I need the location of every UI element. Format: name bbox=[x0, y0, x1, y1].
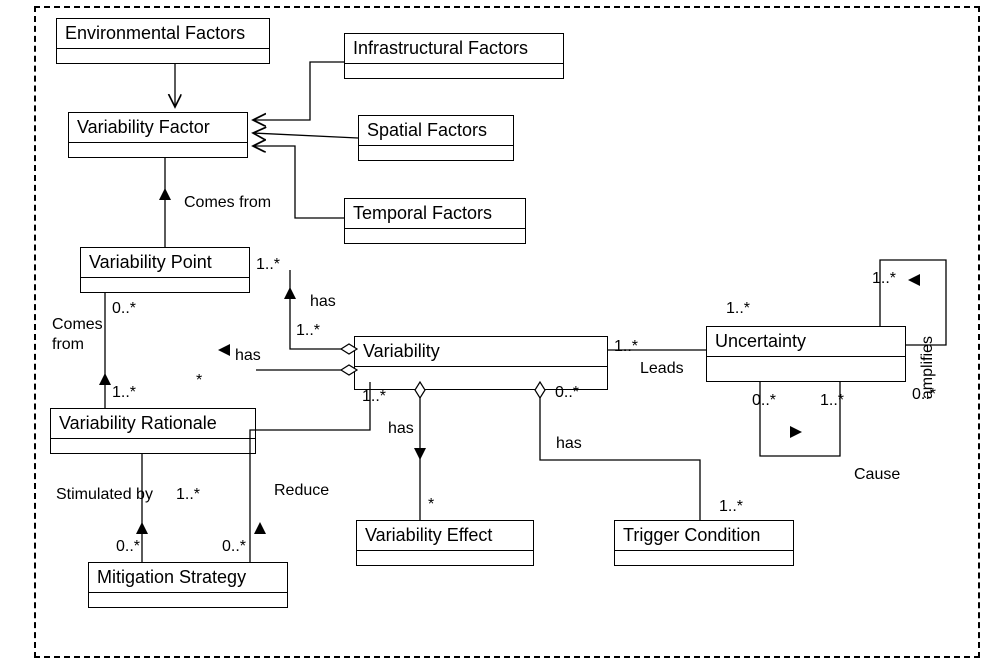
label-reduce: Reduce bbox=[274, 482, 329, 500]
multiplicity: 1..* bbox=[726, 300, 750, 318]
multiplicity: 0..* bbox=[116, 538, 140, 556]
label-stimulated-by: Stimulated by bbox=[56, 486, 153, 504]
class-name-label: Spatial Factors bbox=[359, 116, 513, 146]
class-body bbox=[51, 439, 255, 453]
class-name-label: Trigger Condition bbox=[615, 521, 793, 551]
class-name-label: Infrastructural Factors bbox=[345, 34, 563, 64]
class-variability-factor: Variability Factor bbox=[68, 112, 248, 158]
multiplicity: 0..* bbox=[555, 384, 579, 402]
multiplicity: 0..* bbox=[752, 392, 776, 410]
class-environmental-factors: Environmental Factors bbox=[56, 18, 270, 64]
class-mitigation-strategy: Mitigation Strategy bbox=[88, 562, 288, 608]
class-name-label: Variability Point bbox=[81, 248, 249, 278]
uml-diagram: Environmental Factors Infrastructural Fa… bbox=[0, 0, 987, 664]
label-from: from bbox=[52, 336, 84, 354]
class-name-label: Variability Effect bbox=[357, 521, 533, 551]
class-body bbox=[359, 146, 513, 160]
multiplicity: 0..* bbox=[112, 300, 136, 318]
multiplicity: 1..* bbox=[256, 256, 280, 274]
class-spatial-factors: Spatial Factors bbox=[358, 115, 514, 161]
label-comes: Comes bbox=[52, 316, 103, 334]
label-cause: Cause bbox=[854, 466, 900, 484]
class-variability: Variability bbox=[354, 336, 608, 390]
class-name-label: Uncertainty bbox=[707, 327, 905, 357]
multiplicity: 1..* bbox=[820, 392, 844, 410]
class-temporal-factors: Temporal Factors bbox=[344, 198, 526, 244]
multiplicity: 1..* bbox=[614, 338, 638, 356]
class-trigger-condition: Trigger Condition bbox=[614, 520, 794, 566]
multiplicity: 0..* bbox=[222, 538, 246, 556]
label-comes-from: Comes from bbox=[184, 194, 271, 212]
class-variability-point: Variability Point bbox=[80, 247, 250, 293]
multiplicity: * bbox=[428, 496, 434, 514]
class-name-label: Variability Rationale bbox=[51, 409, 255, 439]
class-body bbox=[89, 593, 287, 607]
multiplicity: 1..* bbox=[872, 270, 896, 288]
multiplicity: 1..* bbox=[719, 498, 743, 516]
class-name-label: Mitigation Strategy bbox=[89, 563, 287, 593]
label-leads: Leads bbox=[640, 360, 684, 378]
class-body bbox=[57, 49, 269, 63]
multiplicity: 1..* bbox=[112, 384, 136, 402]
label-has: has bbox=[310, 293, 336, 311]
multiplicity: 0..* bbox=[912, 386, 936, 404]
label-has: has bbox=[556, 435, 582, 453]
class-body bbox=[69, 143, 247, 157]
class-body bbox=[345, 229, 525, 243]
class-variability-effect: Variability Effect bbox=[356, 520, 534, 566]
class-uncertainty: Uncertainty bbox=[706, 326, 906, 382]
label-has: has bbox=[388, 420, 414, 438]
class-name-label: Variability Factor bbox=[69, 113, 247, 143]
multiplicity: * bbox=[196, 372, 202, 390]
class-body bbox=[357, 551, 533, 565]
class-infrastructural-factors: Infrastructural Factors bbox=[344, 33, 564, 79]
class-body bbox=[345, 64, 563, 78]
class-body bbox=[81, 278, 249, 292]
class-name-label: Variability bbox=[355, 337, 607, 367]
multiplicity: 1..* bbox=[362, 388, 386, 406]
class-name-label: Temporal Factors bbox=[345, 199, 525, 229]
class-variability-rationale: Variability Rationale bbox=[50, 408, 256, 454]
multiplicity: 1..* bbox=[296, 322, 320, 340]
class-name-label: Environmental Factors bbox=[57, 19, 269, 49]
class-body bbox=[615, 551, 793, 565]
multiplicity: 1..* bbox=[176, 486, 200, 504]
label-has: has bbox=[235, 347, 261, 365]
class-body bbox=[707, 357, 905, 381]
